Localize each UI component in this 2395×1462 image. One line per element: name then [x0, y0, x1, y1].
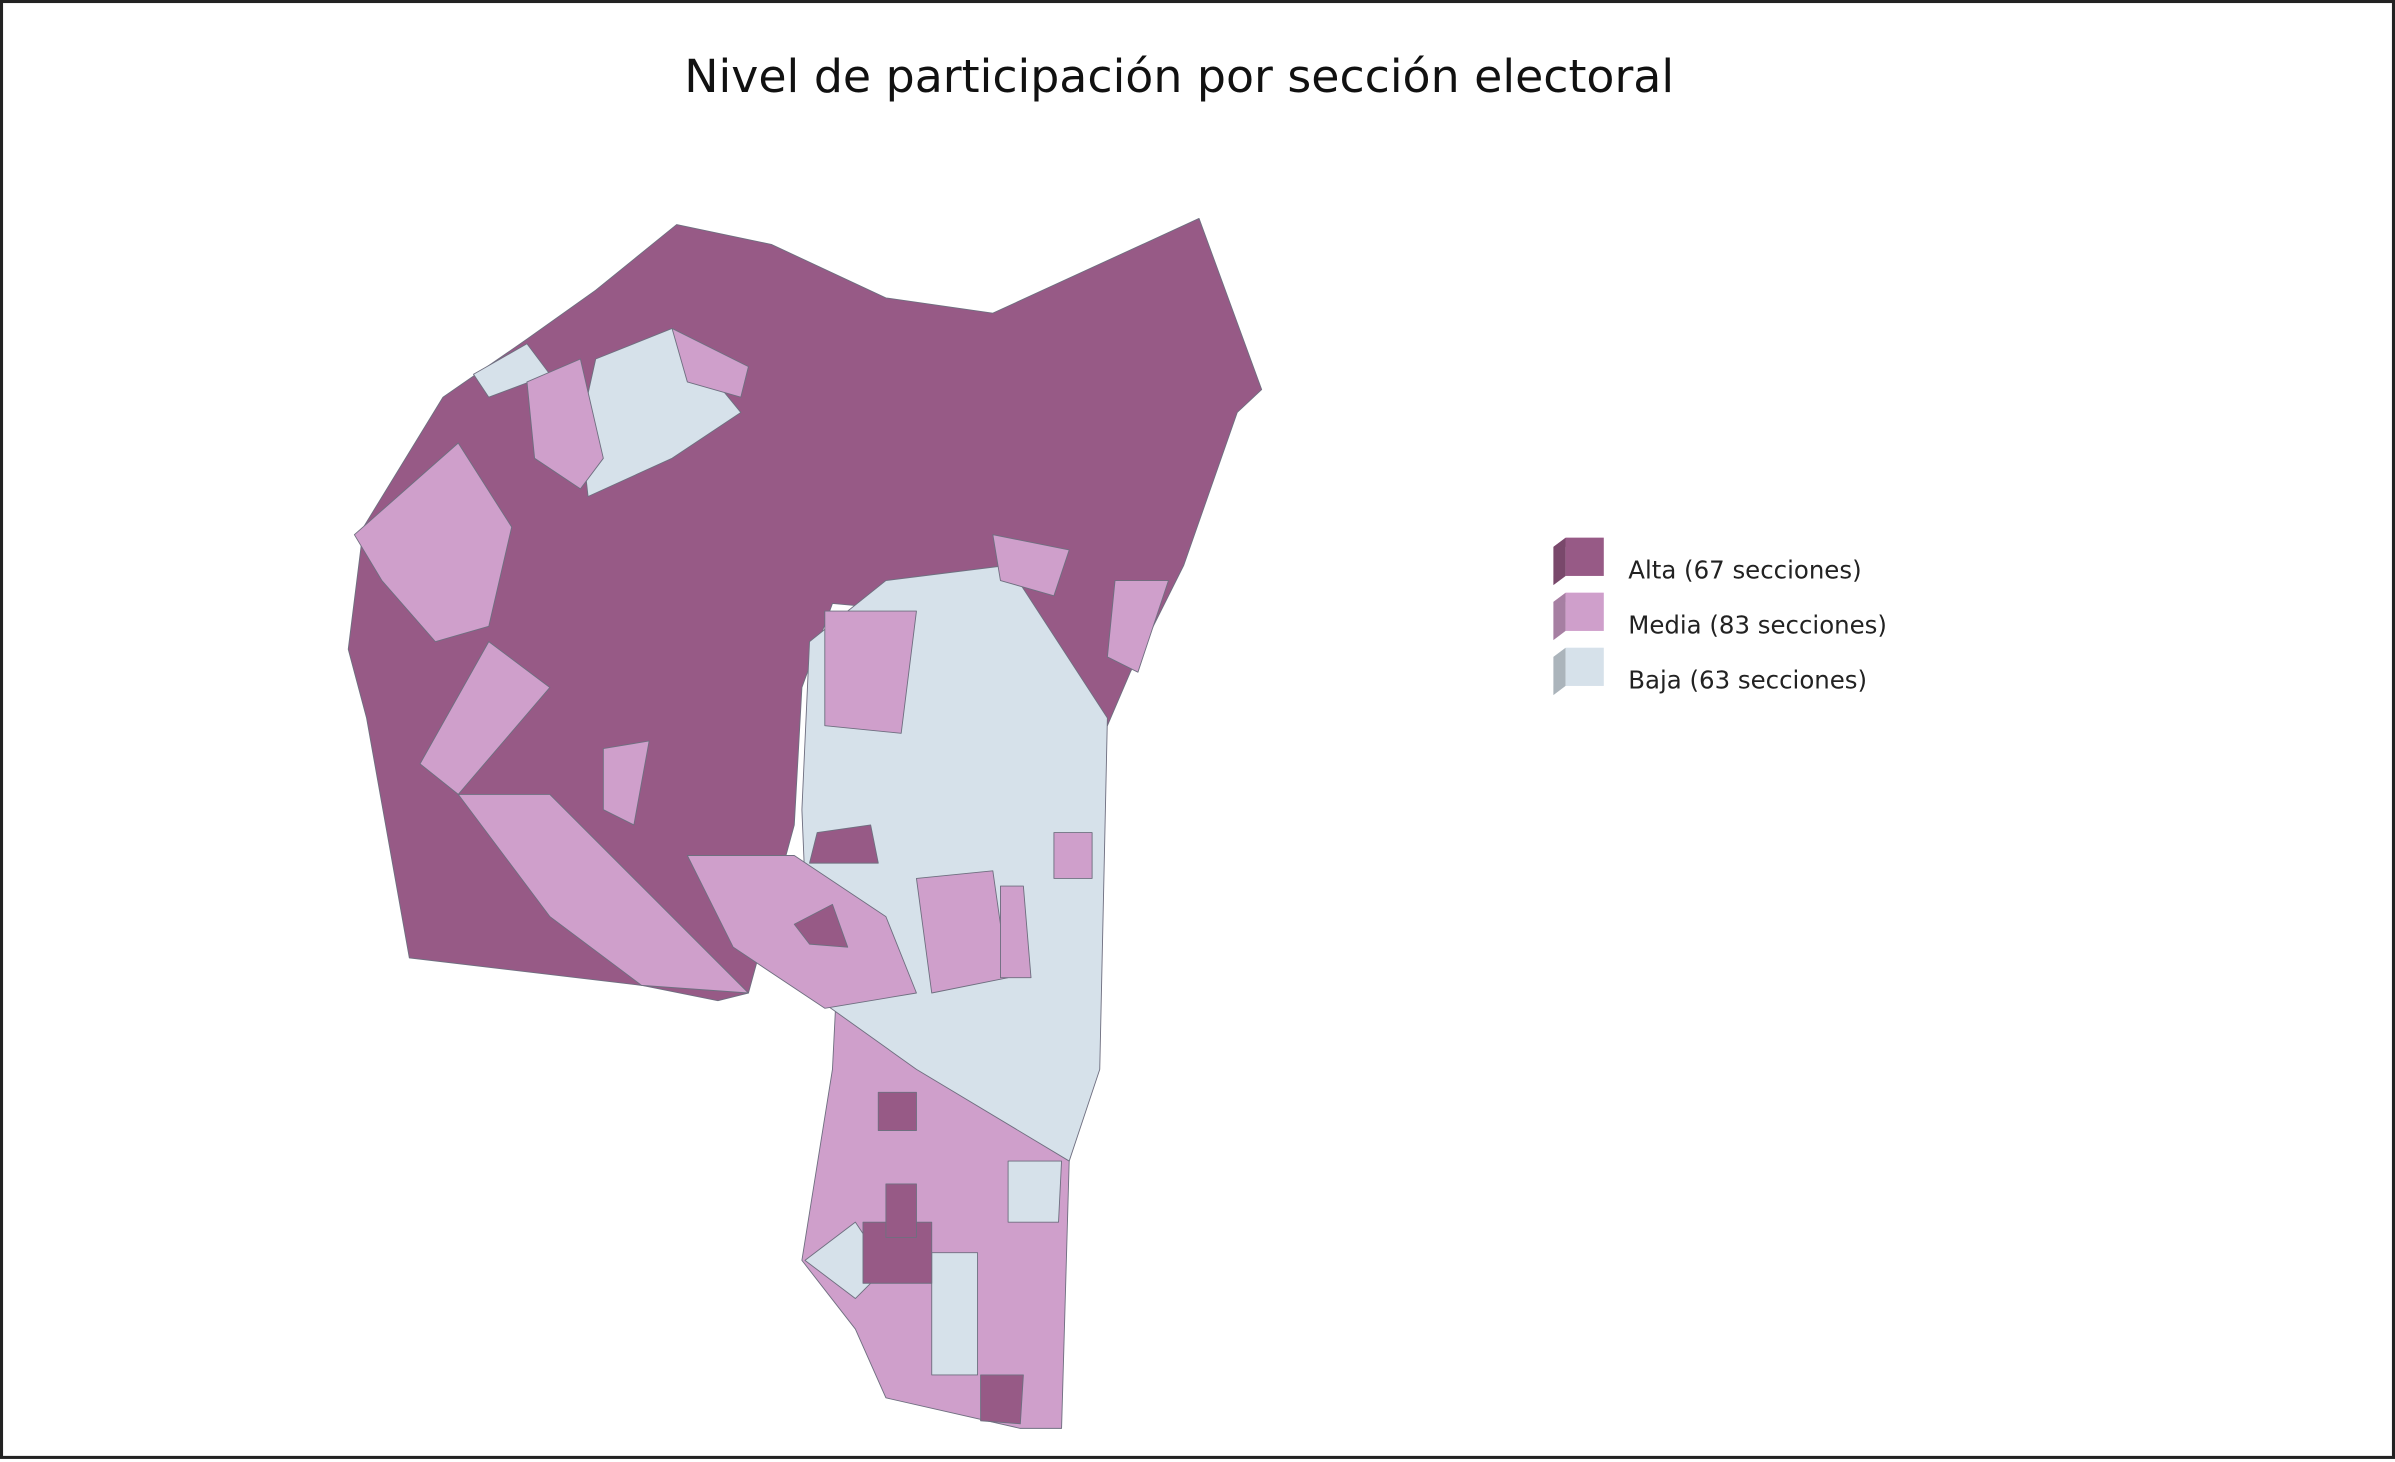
region-media: [419, 641, 551, 795]
region-baja: [931, 1252, 979, 1376]
region-media: [602, 740, 650, 826]
legend-label: Baja (63 secciones): [1628, 665, 1867, 694]
map: [347, 218, 1263, 1429]
region-media: [353, 442, 513, 643]
region-media: [457, 793, 749, 994]
region-media: [824, 610, 917, 734]
region-alta: [809, 824, 879, 864]
legend-label: Media (83 secciones): [1628, 610, 1887, 639]
region-alta: [877, 1091, 917, 1131]
legend: Alta (67 secciones) Media (83 secciones) B…: [1553, 537, 1887, 696]
legend-swatch-side: [1553, 537, 1566, 586]
region-media: [1106, 580, 1169, 673]
region-media: [915, 870, 1009, 994]
region-alta: [885, 1183, 917, 1238]
legend-swatch: [1565, 537, 1604, 576]
region-media: [1000, 885, 1032, 979]
region-media: [992, 534, 1070, 597]
legend-swatch-side: [1553, 647, 1566, 696]
legend-swatch-side: [1553, 592, 1566, 641]
legend-swatch: [1565, 592, 1604, 631]
region-media: [801, 977, 1070, 1429]
region-media: [526, 358, 604, 490]
region-media: [671, 327, 749, 398]
region-baja: [1007, 1160, 1063, 1223]
map-title: Nivel de participación por sección elect…: [684, 49, 1674, 103]
region-media: [1053, 832, 1093, 879]
legend-label: Alta (67 secciones): [1628, 555, 1861, 584]
region-alta: [793, 903, 849, 948]
region-alta: [980, 1374, 1024, 1425]
legend-swatch: [1565, 647, 1604, 686]
